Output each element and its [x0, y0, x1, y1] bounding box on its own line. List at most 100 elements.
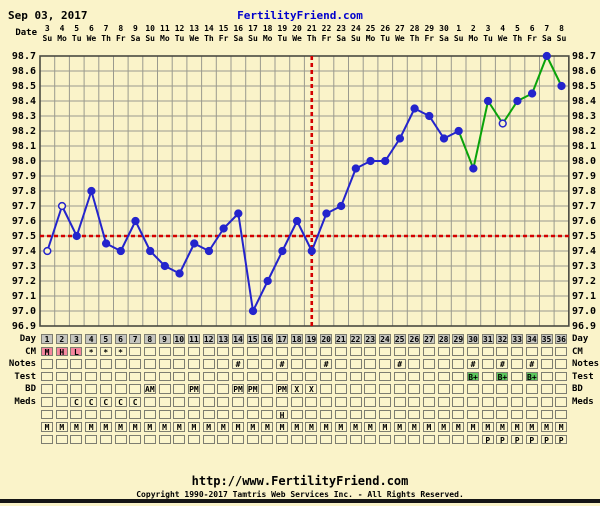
extra3-cell-day-36[interactable]: P	[555, 434, 568, 445]
extra3-cell-day-9[interactable]	[158, 434, 171, 445]
notes-cell-day-22[interactable]	[349, 359, 362, 369]
cm-cell-day-15[interactable]	[246, 346, 259, 357]
notes-cell-day-4[interactable]	[85, 359, 98, 369]
cm-cell-day-17[interactable]	[276, 346, 289, 357]
temp-point-day-15[interactable]	[248, 306, 258, 316]
extra1-cell-day-19[interactable]	[305, 409, 318, 420]
extra1-cell-day-11[interactable]	[187, 409, 200, 420]
extra1-cell-day-8[interactable]	[143, 409, 156, 420]
meds-cell-day-16[interactable]	[261, 397, 274, 407]
temp-point-day-10[interactable]	[175, 269, 184, 278]
extra2-cell-day-21[interactable]: M	[334, 422, 347, 432]
test-cell-day-27[interactable]	[422, 371, 435, 382]
bd-cell-day-27[interactable]	[422, 384, 435, 394]
meds-cell-day-13[interactable]	[217, 397, 230, 407]
notes-cell-day-34[interactable]: #	[525, 359, 538, 369]
day-cell-day-3[interactable]: 3	[70, 334, 83, 344]
notes-cell-day-9[interactable]	[158, 359, 171, 369]
day-cell-day-15[interactable]: 15	[246, 334, 259, 344]
extra3-cell-day-18[interactable]	[290, 434, 303, 445]
meds-cell-day-11[interactable]	[187, 397, 200, 407]
temp-point-day-13[interactable]	[219, 224, 228, 233]
cm-cell-day-34[interactable]	[525, 346, 538, 357]
temp-point-day-30[interactable]	[469, 164, 478, 173]
notes-cell-day-20[interactable]: #	[320, 359, 333, 369]
test-cell-day-10[interactable]	[173, 371, 186, 382]
notes-cell-day-19[interactable]	[305, 359, 318, 369]
extra3-cell-day-10[interactable]	[173, 434, 186, 445]
test-cell-day-34[interactable]: B+	[525, 371, 538, 382]
meds-cell-day-29[interactable]	[452, 397, 465, 407]
notes-cell-day-15[interactable]	[246, 359, 259, 369]
bd-cell-day-26[interactable]	[408, 384, 421, 394]
extra1-cell-day-7[interactable]	[129, 409, 142, 420]
extra2-cell-day-12[interactable]: M	[202, 422, 215, 432]
temp-point-day-17[interactable]	[278, 246, 287, 256]
extra2-cell-day-19[interactable]: M	[305, 422, 318, 432]
bd-cell-day-34[interactable]	[525, 384, 538, 394]
extra2-cell-day-8[interactable]: M	[143, 422, 156, 432]
bd-cell-day-21[interactable]	[334, 384, 347, 394]
bd-cell-day-7[interactable]	[129, 384, 142, 394]
extra3-cell-day-23[interactable]	[364, 434, 377, 445]
notes-cell-day-18[interactable]	[290, 359, 303, 369]
extra2-cell-day-1[interactable]: M	[41, 422, 54, 432]
cm-cell-day-33[interactable]	[511, 346, 524, 357]
notes-cell-day-23[interactable]	[364, 359, 377, 369]
extra2-cell-day-34[interactable]: M	[525, 422, 538, 432]
extra1-cell-day-31[interactable]	[481, 409, 494, 420]
test-cell-day-21[interactable]	[334, 371, 347, 382]
extra3-cell-day-33[interactable]: P	[511, 434, 524, 445]
extra3-cell-day-8[interactable]	[143, 434, 156, 445]
cm-cell-day-9[interactable]	[158, 346, 171, 357]
notes-cell-day-35[interactable]	[540, 359, 553, 369]
extra2-cell-day-6[interactable]: M	[114, 422, 127, 432]
extra1-cell-day-16[interactable]	[261, 409, 274, 420]
extra3-cell-day-28[interactable]	[437, 434, 450, 445]
notes-cell-day-11[interactable]	[187, 359, 200, 369]
cm-cell-day-19[interactable]	[305, 346, 318, 357]
meds-cell-day-25[interactable]	[393, 397, 406, 407]
test-cell-day-5[interactable]	[99, 371, 112, 382]
extra1-cell-day-4[interactable]	[85, 409, 98, 420]
meds-cell-day-35[interactable]	[540, 397, 553, 407]
test-cell-day-6[interactable]	[114, 371, 127, 382]
notes-cell-day-12[interactable]	[202, 359, 215, 369]
bd-cell-day-19[interactable]: X	[305, 384, 318, 394]
extra1-cell-day-24[interactable]	[378, 409, 391, 420]
day-cell-day-4[interactable]: 4	[85, 334, 98, 344]
extra2-cell-day-23[interactable]: M	[364, 422, 377, 432]
test-cell-day-3[interactable]	[70, 371, 83, 382]
test-cell-day-20[interactable]	[320, 371, 333, 382]
day-cell-day-17[interactable]: 17	[276, 334, 289, 344]
notes-cell-day-5[interactable]	[99, 359, 112, 369]
extra1-cell-day-13[interactable]	[217, 409, 230, 420]
bd-cell-day-5[interactable]	[99, 384, 112, 394]
temp-point-day-35[interactable]	[542, 51, 551, 61]
day-cell-day-9[interactable]: 9	[158, 334, 171, 344]
test-cell-day-11[interactable]	[187, 371, 200, 382]
meds-cell-day-19[interactable]	[305, 397, 318, 407]
day-cell-day-19[interactable]: 19	[305, 334, 318, 344]
cm-cell-day-32[interactable]	[496, 346, 509, 357]
cm-cell-day-28[interactable]	[437, 346, 450, 357]
temp-point-day-21[interactable]	[336, 201, 346, 211]
extra3-cell-day-5[interactable]	[99, 434, 112, 445]
extra2-cell-day-36[interactable]: M	[555, 422, 568, 432]
extra1-cell-day-6[interactable]	[114, 409, 127, 420]
extra3-cell-day-35[interactable]: P	[540, 434, 553, 445]
extra2-cell-day-35[interactable]: M	[540, 422, 553, 432]
bd-cell-day-28[interactable]	[437, 384, 450, 394]
extra3-cell-day-30[interactable]	[467, 434, 480, 445]
day-cell-day-34[interactable]: 34	[525, 334, 538, 344]
extra2-cell-day-25[interactable]: M	[393, 422, 406, 432]
notes-cell-day-31[interactable]	[481, 359, 494, 369]
bd-cell-day-3[interactable]	[70, 384, 83, 394]
bd-cell-day-17[interactable]: PM	[276, 384, 289, 395]
cm-cell-day-26[interactable]	[408, 346, 421, 357]
bd-cell-day-14[interactable]: PM	[232, 384, 245, 395]
extra3-cell-day-20[interactable]	[320, 434, 333, 445]
extra3-cell-day-27[interactable]	[422, 434, 435, 445]
extra2-cell-day-28[interactable]: M	[437, 422, 450, 432]
test-cell-day-13[interactable]	[217, 371, 230, 382]
